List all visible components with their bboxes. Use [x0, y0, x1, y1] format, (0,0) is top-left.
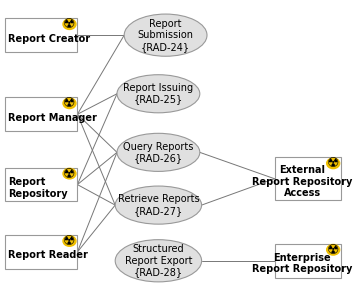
Text: External
Report Repository
Access: External Report Repository Access — [252, 165, 352, 198]
Text: Retrieve Reports
{RAD-27}: Retrieve Reports {RAD-27} — [118, 194, 199, 216]
Text: ☢: ☢ — [63, 17, 76, 31]
Text: Structured
Report Export
{RAD-28}: Structured Report Export {RAD-28} — [125, 244, 192, 277]
Circle shape — [63, 19, 76, 30]
Circle shape — [327, 244, 340, 255]
Text: ☢: ☢ — [327, 243, 339, 257]
Text: Report
Repository: Report Repository — [8, 177, 68, 199]
Text: Report Issuing
{RAD-25}: Report Issuing {RAD-25} — [123, 83, 193, 105]
Text: Query Reports
{RAD-26}: Query Reports {RAD-26} — [123, 142, 194, 163]
Text: ☢: ☢ — [63, 167, 76, 180]
Text: ☢: ☢ — [63, 234, 76, 248]
Ellipse shape — [115, 240, 202, 282]
FancyBboxPatch shape — [5, 235, 77, 269]
Ellipse shape — [115, 186, 202, 224]
Text: ☢: ☢ — [63, 96, 76, 110]
Text: Enterprise
Report Repository: Enterprise Report Repository — [252, 253, 352, 275]
Text: Report Manager: Report Manager — [8, 113, 97, 123]
Ellipse shape — [117, 133, 200, 171]
FancyBboxPatch shape — [5, 97, 77, 131]
FancyBboxPatch shape — [275, 244, 341, 278]
Circle shape — [63, 168, 76, 179]
Circle shape — [327, 158, 340, 169]
Ellipse shape — [117, 75, 200, 113]
FancyBboxPatch shape — [275, 157, 341, 200]
FancyBboxPatch shape — [5, 18, 77, 52]
FancyBboxPatch shape — [5, 168, 77, 202]
Text: Report Creator: Report Creator — [8, 34, 90, 44]
Circle shape — [63, 98, 76, 108]
Text: Report Reader: Report Reader — [8, 251, 88, 260]
Text: ☢: ☢ — [327, 156, 339, 170]
Ellipse shape — [124, 14, 207, 56]
Text: Report
Submission
{RAD-24}: Report Submission {RAD-24} — [138, 18, 194, 52]
Circle shape — [63, 236, 76, 246]
